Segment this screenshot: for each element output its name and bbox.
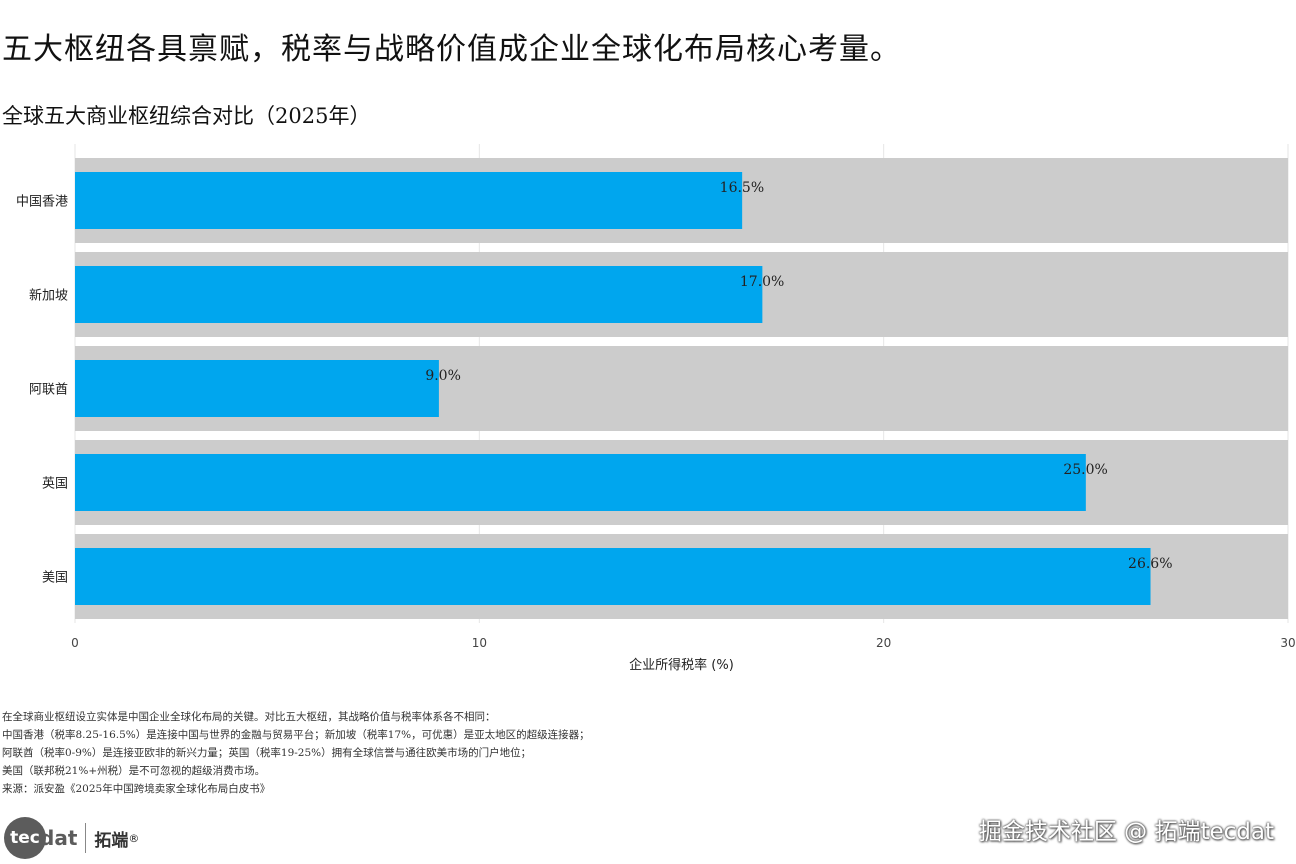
- note-line: 在全球商业枢纽设立实体是中国企业全球化布局的关键。对比五大枢纽，其战略价值与税率…: [2, 711, 496, 723]
- source-line: 来源：派安盈《2025年中国跨境卖家全球化布局白皮书》: [2, 783, 271, 795]
- value-label: 25.0%: [1063, 462, 1107, 478]
- bar: [75, 360, 439, 417]
- value-label: 9.0%: [425, 368, 461, 384]
- category-label: 英国: [42, 477, 68, 492]
- note-line: 阿联酋（税率0-9%）是连接亚欧非的新兴力量；英国（税率19-25%）拥有全球信…: [2, 747, 532, 759]
- category-label: 新加坡: [29, 288, 68, 304]
- category-label: 美国: [42, 571, 68, 586]
- bar: [75, 548, 1151, 605]
- x-axis-label: 企业所得税率 (%): [629, 657, 734, 673]
- headline: 五大枢纽各具禀赋，税率与战略价值成企业全球化布局核心考量。: [2, 32, 901, 67]
- x-tick-label: 0: [71, 636, 79, 650]
- bar: [75, 266, 763, 323]
- category-label: 中国香港: [16, 195, 68, 210]
- logo-badge: tec: [4, 817, 46, 859]
- value-label: 26.6%: [1128, 556, 1172, 572]
- logo-tail: dat: [40, 826, 78, 850]
- bar: [75, 454, 1086, 511]
- note-line: 中国香港（税率8.25-16.5%）是连接中国与世界的金融与贸易平台；新加坡（税…: [2, 729, 590, 741]
- x-tick-label: 10: [472, 636, 487, 650]
- bar: [75, 172, 743, 229]
- registered-mark: ®: [128, 831, 140, 845]
- x-tick-label: 20: [876, 636, 891, 650]
- tecdat-logo: tec dat 拓端 ®: [4, 817, 140, 859]
- category-label: 阿联酋: [29, 382, 68, 398]
- logo-divider: [85, 823, 87, 853]
- note-line: 美国（联邦税21%+州税）是不可忽视的超级消费市场。: [2, 765, 266, 777]
- watermark: 掘金技术社区 @ 拓端tecdat: [978, 819, 1274, 845]
- tax-rate-bar-chart: 中国香港 16.5% 新加坡 17.0% 阿联酋 9.0% 英国 25.0% 美国 26.6% 0 1…: [16, 144, 1296, 673]
- value-label: 16.5%: [720, 180, 764, 196]
- logo-cn-text: 拓端: [94, 830, 129, 851]
- chart-subtitle: 全球五大商业枢纽综合对比（2025年）: [2, 104, 371, 128]
- notes: 在全球商业枢纽设立实体是中国企业全球化布局的关键。对比五大枢纽，其战略价值与税率…: [2, 708, 590, 798]
- x-tick-label: 30: [1280, 636, 1295, 650]
- value-label: 17.0%: [740, 274, 784, 290]
